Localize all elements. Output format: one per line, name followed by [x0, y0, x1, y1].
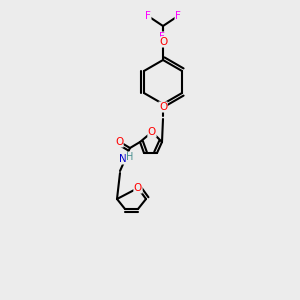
Text: F: F [175, 11, 181, 21]
Text: O: O [115, 137, 123, 147]
Text: F: F [159, 32, 165, 42]
Text: N: N [119, 154, 127, 164]
Text: O: O [159, 102, 167, 112]
Text: O: O [134, 183, 142, 193]
Text: H: H [126, 152, 134, 162]
Text: O: O [148, 127, 156, 137]
Text: O: O [159, 37, 167, 47]
Text: F: F [145, 11, 151, 21]
